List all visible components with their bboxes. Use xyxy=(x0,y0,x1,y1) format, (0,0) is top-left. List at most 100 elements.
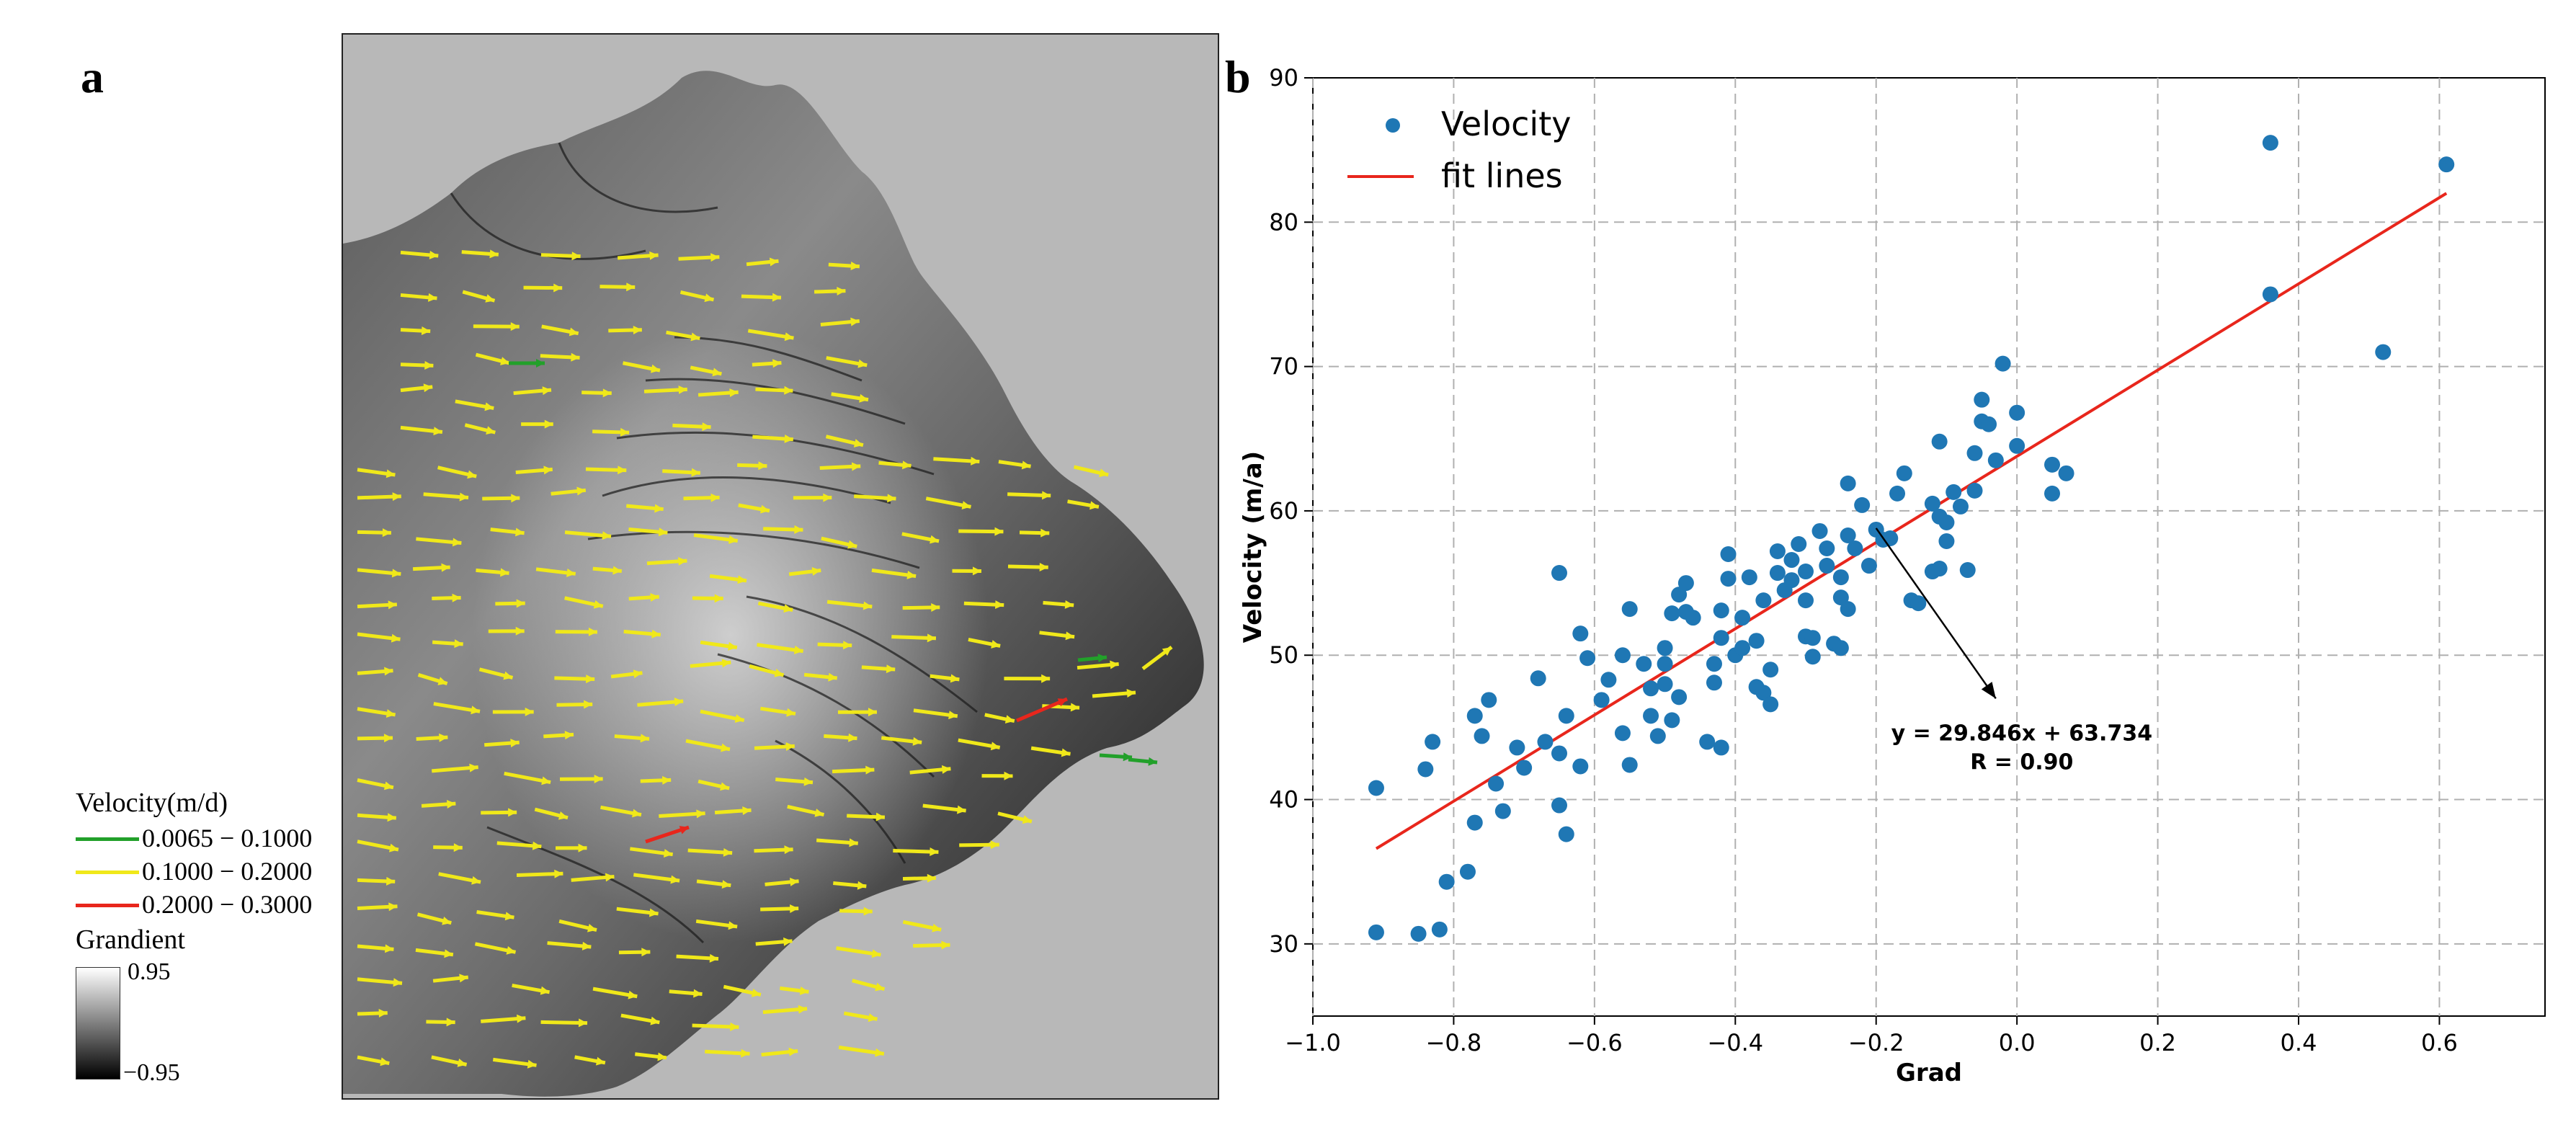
velocity-arrow xyxy=(698,779,730,791)
velocity-arrow xyxy=(881,736,922,746)
velocity-arrow xyxy=(646,556,687,566)
velocity-arrow xyxy=(861,664,896,674)
map-canvas xyxy=(343,71,1204,1097)
data-point xyxy=(1636,656,1652,672)
velocity-arrow xyxy=(854,494,896,503)
velocity-arrow xyxy=(1073,465,1109,478)
velocity-arrow xyxy=(421,799,456,809)
velocity-arrow xyxy=(600,282,636,292)
x-tick-label: 0.4 xyxy=(2281,1029,2317,1056)
velocity-arrow xyxy=(909,765,951,775)
annotation-arrow-head xyxy=(1981,682,1996,699)
y-tick-label: 60 xyxy=(1269,497,1298,525)
x-tick-label: −0.4 xyxy=(1707,1029,1763,1056)
velocity-arrow xyxy=(757,601,793,613)
legend-swatch-yellow xyxy=(76,871,139,874)
velocity-arrow xyxy=(585,466,627,475)
velocity-arrow xyxy=(825,435,864,448)
data-point xyxy=(1431,921,1448,938)
velocity-arrow xyxy=(512,983,551,995)
velocity-arrow xyxy=(535,567,576,577)
velocity-arrow xyxy=(824,733,857,742)
velocity-arrow xyxy=(683,493,720,502)
data-point xyxy=(2438,156,2455,173)
velocity-arrow xyxy=(592,427,630,437)
velocity-arrow xyxy=(913,708,958,720)
velocity-arrow xyxy=(690,659,731,668)
data-point xyxy=(1938,533,1955,549)
velocity-arrow xyxy=(400,293,437,302)
data-point xyxy=(1931,433,1948,450)
velocity-arrow xyxy=(738,503,770,514)
data-point xyxy=(1671,689,1688,705)
data-point xyxy=(1896,465,1912,481)
velocity-arrow xyxy=(540,1018,588,1028)
velocity-arrow xyxy=(564,530,612,540)
fit-equation: y = 29.846x + 63.734 xyxy=(1891,721,2153,746)
y-tick-label: 50 xyxy=(1269,641,1298,669)
velocity-arrow xyxy=(968,638,1001,649)
velocity-arrow xyxy=(826,600,873,610)
velocity-arrow xyxy=(933,456,980,466)
legend-title: Velocity(m/d) xyxy=(76,788,228,818)
data-point xyxy=(1481,692,1497,708)
velocity-arrow xyxy=(417,673,448,686)
velocity-arrow xyxy=(669,989,703,998)
data-point xyxy=(1643,708,1659,724)
data-point xyxy=(1952,498,1969,515)
velocity-arrow xyxy=(679,290,715,303)
velocity-arrow xyxy=(432,593,461,602)
velocity-arrow xyxy=(560,774,603,783)
data-point xyxy=(1762,662,1779,678)
velocity-arrow xyxy=(630,847,673,858)
velocity-arrow xyxy=(433,702,481,715)
velocity-arrow xyxy=(645,825,690,844)
scatter-points xyxy=(1368,135,2455,942)
velocity-arrow xyxy=(541,324,579,337)
data-point xyxy=(1537,734,1554,750)
data-point xyxy=(1931,561,1948,577)
data-point xyxy=(1832,640,1849,656)
y-axis-label: Velocity (m/a) xyxy=(1239,451,1267,643)
velocity-arrow xyxy=(357,632,401,643)
data-point xyxy=(1551,797,1567,814)
data-point xyxy=(1579,650,1596,667)
data-point xyxy=(1614,647,1631,664)
data-point xyxy=(1720,546,1737,563)
velocity-arrow xyxy=(432,974,469,983)
data-point xyxy=(2058,465,2074,481)
velocity-arrow xyxy=(547,941,592,950)
data-point xyxy=(1755,592,1772,609)
velocity-arrow xyxy=(415,948,454,958)
data-point xyxy=(1832,589,1849,606)
data-point xyxy=(1706,656,1722,672)
data-point xyxy=(1438,873,1455,890)
velocity-arrow xyxy=(1128,757,1158,766)
velocity-arrow xyxy=(437,466,477,479)
velocity-arrow xyxy=(455,399,494,411)
velocity-arrow xyxy=(492,707,534,716)
velocity-arrow xyxy=(513,386,552,396)
velocity-arrow xyxy=(433,843,463,852)
data-point xyxy=(1769,543,1786,560)
velocity-arrow xyxy=(709,574,747,584)
velocity-arrow xyxy=(672,422,711,432)
data-point xyxy=(2009,437,2025,454)
velocity-arrow xyxy=(461,249,499,259)
velocity-arrow xyxy=(357,1009,388,1018)
velocity-arrow xyxy=(821,536,857,549)
velocity-arrow xyxy=(400,360,434,370)
data-point xyxy=(1706,674,1722,691)
x-tick-label: 0.0 xyxy=(1999,1029,2036,1056)
velocity-arrow xyxy=(746,257,779,267)
velocity-arrow xyxy=(902,873,936,883)
velocity-arrow xyxy=(763,525,803,534)
velocity-arrow xyxy=(400,383,433,393)
velocity-arrow xyxy=(1019,528,1050,538)
velocity-arrow xyxy=(633,873,680,884)
x-axis-label: Grad xyxy=(1896,1059,1962,1087)
velocity-arrow xyxy=(357,813,397,822)
chart-legend: Velocity fit lines xyxy=(1347,104,1571,195)
data-point xyxy=(1643,680,1659,697)
data-point xyxy=(1832,569,1849,586)
